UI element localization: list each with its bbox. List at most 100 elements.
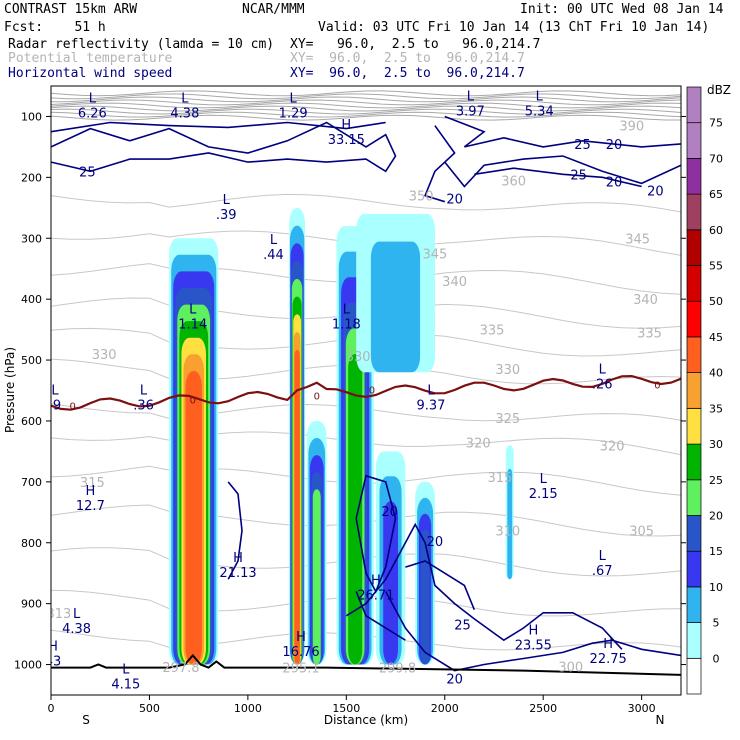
reflectivity-band [383,501,398,665]
extremum-value: 5.34 [525,104,554,119]
extremum-type: H [341,118,351,133]
extremum-marker: H22.75 [590,637,627,667]
wind-speed-contour [51,121,386,133]
title-left: CONTRAST 15km ARW [4,2,138,17]
colorbar-tick-label: 0 [713,652,720,665]
y-tick-label: 600 [21,415,42,428]
extremum-type: L [343,303,351,318]
extremum-value: 4.15 [111,678,140,693]
colorbar-swatch [686,336,702,373]
theta-label: 313 [46,607,71,622]
theta-label: 325 [495,412,520,427]
theta-label: 320 [466,436,491,451]
theta-label: 330 [92,348,117,363]
extremum-type: L [223,193,231,208]
colorbar-tick-label: 60 [709,224,723,237]
extremum-value: 22.75 [590,652,627,667]
colorbar-swatch [686,158,702,195]
colorbar-swatch [686,86,702,124]
freezing-level-label: 0 [369,385,375,396]
wind-speed-label: 20 [647,185,664,200]
extremum-value: .26 [592,377,613,392]
y-tick-label: 200 [21,171,42,184]
colorbar-swatch [686,122,702,159]
wind-speed-label: 20 [606,176,623,191]
wind-speed-label: 20 [606,138,623,153]
colorbar-tick-label: 25 [709,474,723,487]
reflectivity-band [312,489,321,665]
wind-speed-contour [227,481,243,580]
colorbar-tick-label: 15 [709,545,723,558]
wind-speed-contour [405,560,476,611]
colorbar-swatch [686,265,702,302]
extremum-marker: L1.14 [178,303,207,333]
y-tick-label: 1000 [14,659,42,672]
field-2-name: Potential temperature [8,51,173,66]
extremum-value: 43 [45,654,62,669]
extremum-marker: L5.34 [525,89,554,119]
theta-label: 345 [422,247,447,262]
isentrope-line [51,111,681,118]
y-tick-label: 700 [21,476,42,489]
wind-speed-contour [355,591,406,641]
extremum-type: L [290,91,298,106]
extremum-value: 21.13 [219,566,256,581]
isentrope-line [51,99,681,106]
extremum-value: 6.26 [78,106,107,121]
theta-label: 297.8 [162,661,199,676]
colorbar-tick-label: 65 [709,188,723,201]
extremum-type: L [599,549,607,564]
extremum-value: 12.7 [76,499,105,514]
theta-label: 305 [629,525,654,540]
theta-label: 310 [495,525,520,540]
extremum-marker: L4.15 [111,663,140,693]
extremum-type: L [536,89,544,104]
y-axis-label: Pressure (hPa) [3,347,17,433]
wind-speed-label: 20 [446,193,463,208]
extremum-type: L [467,89,475,104]
colorbar-swatch [686,586,702,623]
extremum-value: .67 [592,564,613,579]
extremum-type: L [599,362,607,377]
theta-label: 335 [480,324,505,339]
colorbar-tick-label: 45 [709,331,723,344]
theta-label: 340 [442,275,467,290]
init-time: Init: 00 UTC Wed 08 Jan 14 [520,2,724,17]
extremum-marker: L4.38 [170,91,199,121]
y-tick-label: 500 [21,354,42,367]
extremum-type: H [371,574,381,589]
extremum-marker: H33.15 [328,118,365,148]
x-tick-label: 3000 [628,702,656,715]
isentrope-line [51,193,681,213]
extremum-type: H [296,630,306,645]
y-tick-label: 100 [21,110,42,123]
field-1-xy: XY= 96.0, 2.5 to 96.0,214.7 [290,37,541,52]
wind-speed-contour [355,474,397,594]
theta-label: 300 [558,660,583,675]
wind-speed-label: 20 [427,535,444,550]
isentrope-line [51,93,681,100]
colorbar-swatch [686,657,702,695]
wind-speed-contour [444,155,681,188]
extremum-value: 4.38 [170,106,199,121]
extremum-marker: L.67 [592,549,613,579]
x-axis-end-south: S [82,713,90,727]
reflectivity-cell [505,445,514,580]
x-tick-label: 0 [48,702,55,715]
extremum-type: H [48,639,58,654]
extremum-marker: L3.97 [456,89,485,119]
colorbar-swatch [686,443,702,481]
theta-label: 345 [625,232,650,247]
freezing-level-label: 0 [314,391,320,402]
field-3-xy: XY= 96.0, 2.5 to 96.0,214.7 [290,66,525,81]
reflectivity-cell [169,238,219,665]
y-tick-label: 900 [21,598,42,611]
reflectivity-cell [289,207,305,665]
isentrope-line [51,90,681,97]
colorbar-swatch [686,479,702,516]
extremum-value: 1.14 [178,318,207,333]
extremum-value: 4.38 [62,622,91,637]
field-2-xy: XY= 96.0, 2.5 to 96.0,214.7 [290,51,525,66]
extremum-type: L [89,91,97,106]
